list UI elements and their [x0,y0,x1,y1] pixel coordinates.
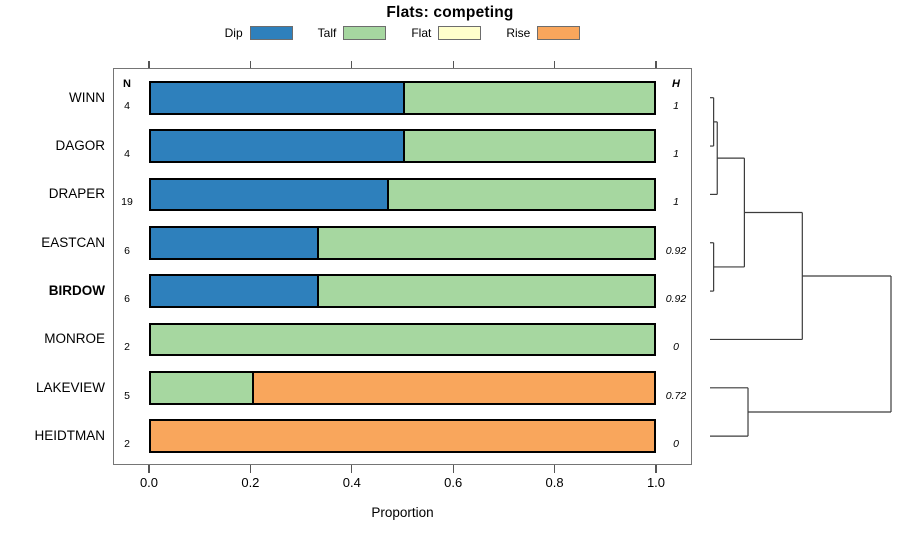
legend-item-flat: Flat [411,26,482,40]
h-value: 0 [673,438,679,451]
bar-row [149,322,656,357]
row-label: MONROE [44,331,105,347]
x-axis-tick-bottom [351,465,353,473]
n-value: 2 [124,438,130,451]
h-value: 1 [673,196,679,209]
h-value: 0.92 [665,244,687,257]
bar-segment-dip [151,276,317,306]
x-axis-title: Proportion [371,505,434,520]
h-value: 0 [673,341,679,354]
h-value: 0.92 [665,293,687,306]
bar-segment-dip [151,179,388,210]
x-axis-tick-bottom [452,465,454,473]
legend-item-dip: Dip [225,26,293,40]
bar-segment-rise [151,421,654,451]
x-axis-tick-top [452,60,454,68]
legend-swatch [438,26,482,40]
x-axis-tick-bottom [148,465,150,473]
row-label: BIRDOW [48,283,105,299]
legend-label: Rise [506,26,531,40]
h-value: 1 [673,148,679,161]
row-label: WINN [69,89,105,105]
row-label: EASTCAN [41,234,105,250]
x-axis-tick-label: 0.2 [241,475,260,490]
n-value: 4 [124,148,130,161]
legend-swatch [343,26,387,40]
row-label: DAGOR [55,138,105,154]
legend-swatch [249,26,293,40]
legend: Dip Talf Flat Rise [113,26,692,40]
legend-item-talf: Talf [318,26,387,40]
bar-row [149,419,656,453]
legend-item-rise: Rise [506,26,581,40]
bar-segment-talf [387,179,654,210]
x-axis-tick-label: 0.6 [444,475,463,490]
n-column-header: N [123,78,131,90]
bar-segment-talf [151,373,252,403]
bar-segment-dip [151,228,317,258]
row-label: LAKEVIEW [35,379,105,395]
bar-segment-rise [251,373,654,403]
bar-row [149,226,656,260]
bar-row [149,177,656,212]
plot-box [113,68,692,465]
x-axis-tick-top [351,60,353,68]
bar-row [149,371,656,405]
bar-segment-talf [151,324,654,355]
x-axis-tick-bottom [249,465,252,473]
bar-segment-dip [151,83,403,113]
x-axis-tick-top [655,60,657,68]
x-axis-tick-label: 0.0 [139,475,159,490]
bar-segment-dip [151,131,403,161]
h-value: 0.72 [665,389,687,402]
bar-row [149,274,656,308]
bar-segment-talf [316,228,654,258]
x-axis-tick-label: 1.0 [646,475,666,490]
x-axis-tick-top [249,60,252,68]
x-axis-tick-label: 0.4 [342,475,361,490]
bar-segment-talf [316,276,654,306]
legend-label: Flat [411,26,432,40]
x-axis-tick-top [554,60,556,68]
legend-label: Dip [224,26,243,40]
x-axis-tick-label: 0.8 [545,475,564,490]
n-value: 5 [124,389,130,402]
n-value: 2 [124,341,130,354]
x-axis-tick-bottom [655,465,657,473]
row-label: HEIDTMAN [34,428,106,444]
n-value: 19 [121,196,133,209]
bar-segment-talf [402,83,654,113]
n-value: 4 [124,99,130,112]
x-axis-tick-bottom [554,465,556,473]
row-label: DRAPER [48,186,105,202]
n-value: 6 [124,293,130,306]
n-value: 6 [124,244,130,257]
bar-segment-talf [402,131,654,161]
x-axis-tick-top [148,60,150,68]
h-column-header: H [672,78,680,90]
h-value: 1 [673,99,679,112]
legend-label: Talf [317,26,337,40]
chart-title: Flats: competing [386,4,514,21]
bar-row [149,81,656,115]
legend-swatch [537,26,581,40]
bar-row [149,129,656,163]
